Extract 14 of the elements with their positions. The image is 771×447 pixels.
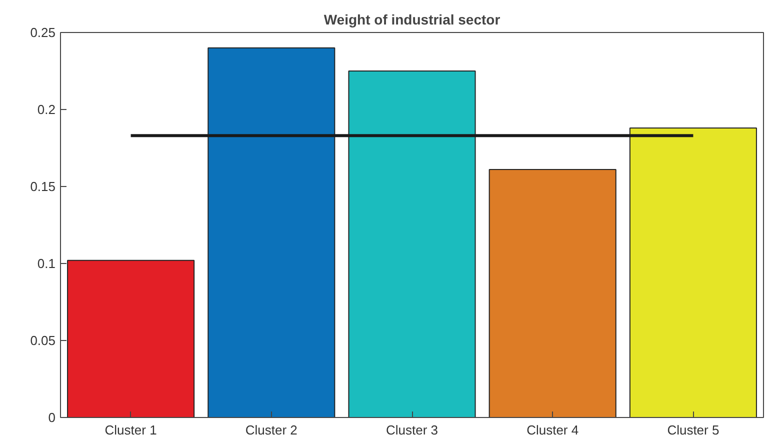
y-tick-label: 0.15 xyxy=(30,179,56,194)
y-tick-label: 0 xyxy=(48,410,56,425)
x-tick-label: Cluster 4 xyxy=(526,422,579,438)
x-tick-label: Cluster 1 xyxy=(104,422,157,438)
y-tick-label: 0.2 xyxy=(37,102,56,117)
x-tick-label: Cluster 2 xyxy=(245,422,298,438)
bar xyxy=(67,260,195,418)
x-tick-label: Cluster 5 xyxy=(667,422,720,438)
y-tick-label: 0.1 xyxy=(37,256,56,271)
y-tick-label: 0.25 xyxy=(30,25,56,40)
y-tick-label: 0.05 xyxy=(30,333,56,348)
chart-title: Weight of industrial sector xyxy=(324,12,501,28)
x-tick-label: Cluster 3 xyxy=(386,422,438,438)
bar xyxy=(488,169,616,418)
